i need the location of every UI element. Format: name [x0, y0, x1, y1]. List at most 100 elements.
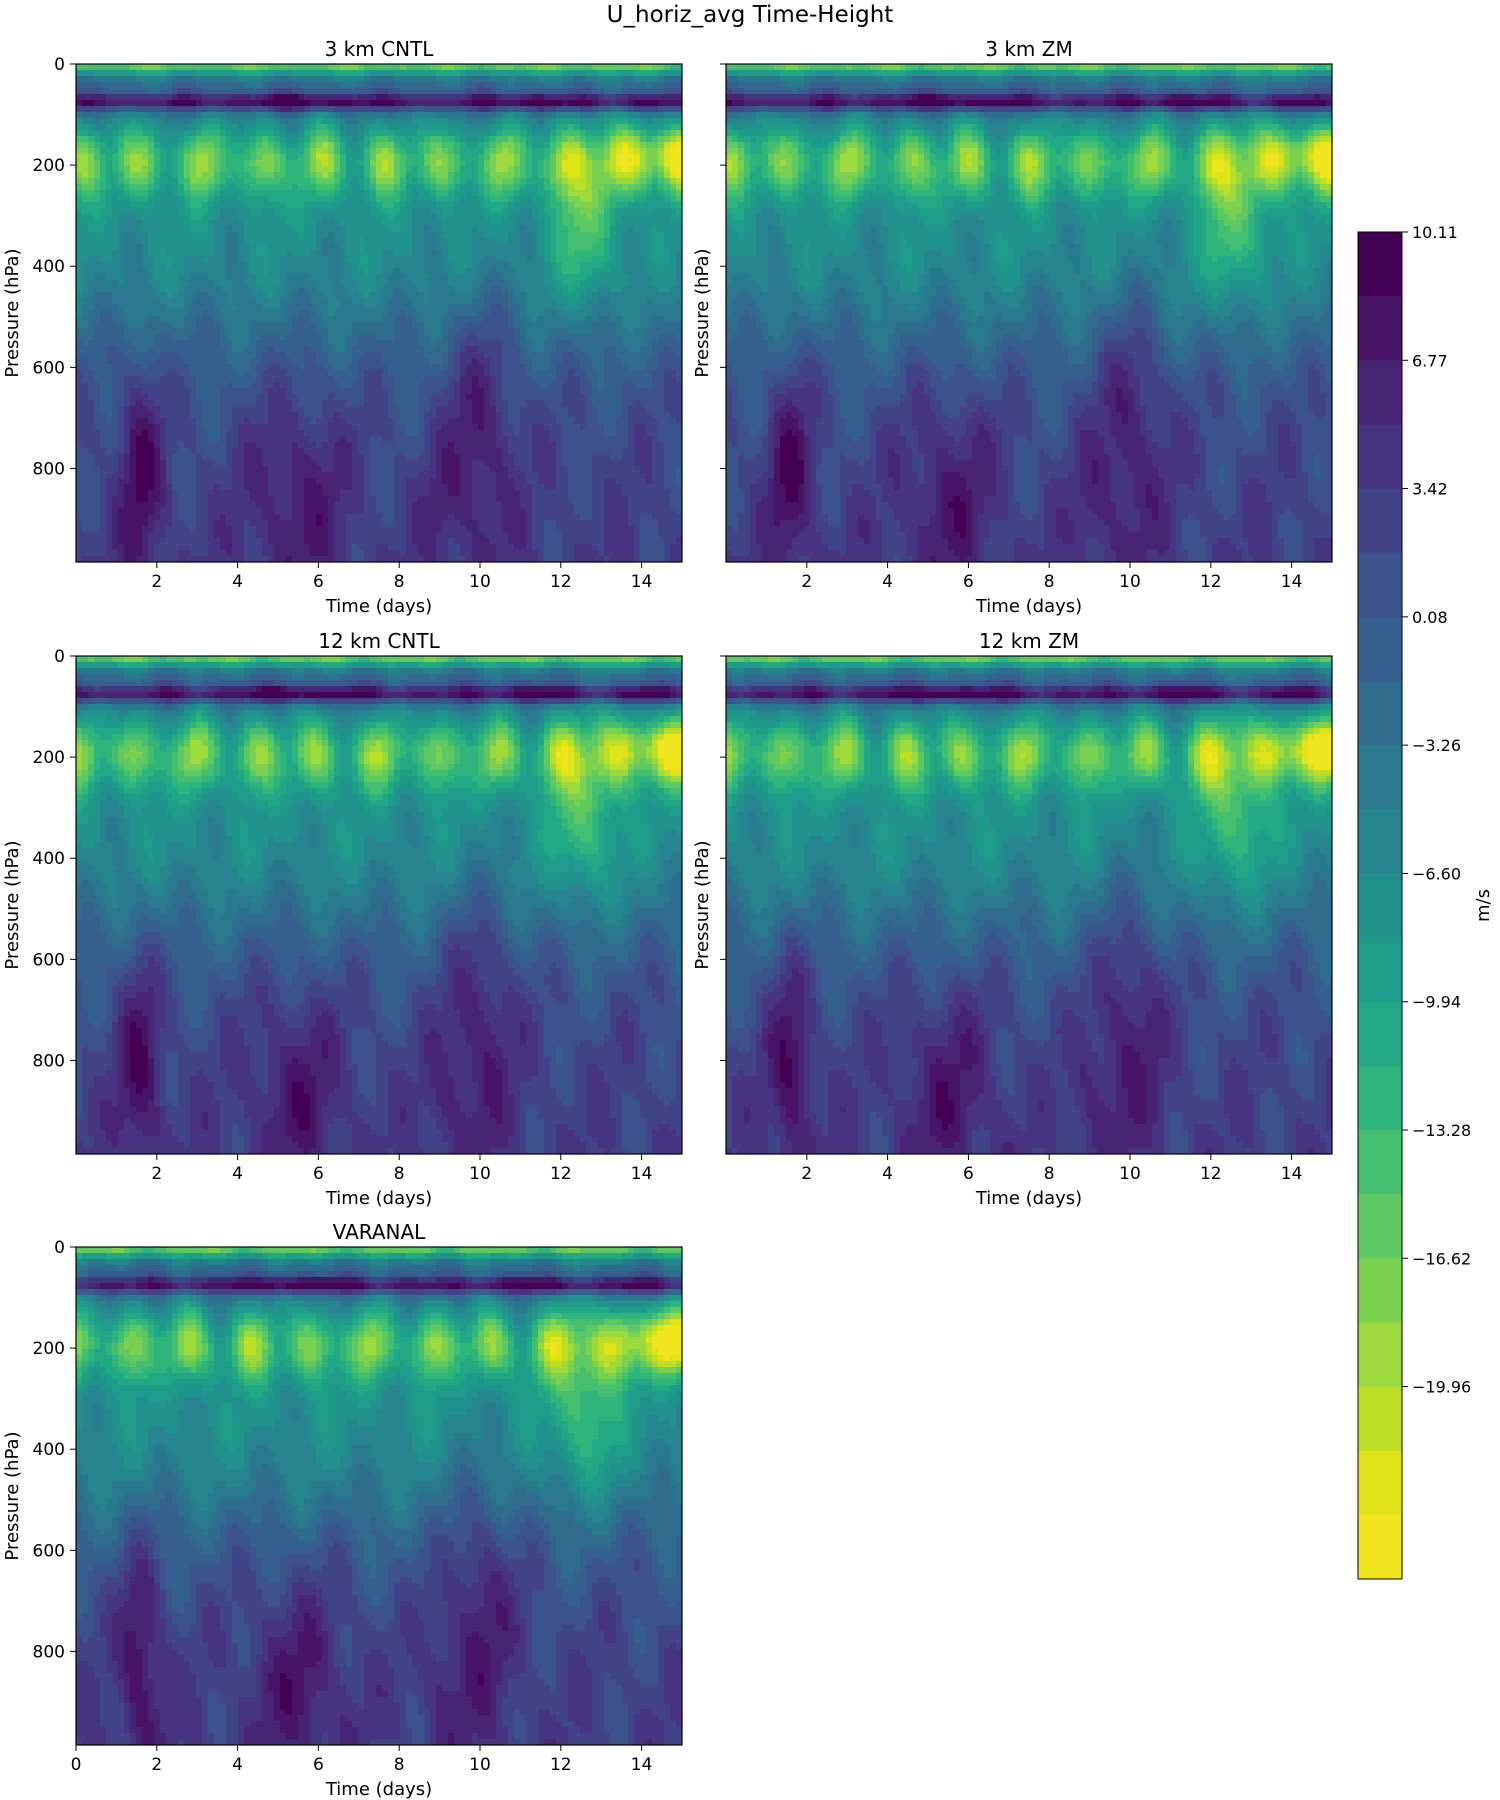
heatmap-cell [394, 274, 401, 281]
heatmap-cell [136, 232, 143, 239]
heatmap-cell [538, 106, 545, 113]
heatmap-cell [286, 292, 293, 299]
heatmap-cell [628, 142, 635, 149]
heatmap-cell [610, 238, 617, 245]
heatmap-cell [148, 154, 155, 161]
heatmap-cell [286, 298, 293, 305]
heatmap-cell [280, 310, 287, 317]
heatmap-cell [358, 76, 365, 83]
heatmap-cell [508, 346, 515, 353]
heatmap-cell [538, 322, 545, 329]
heatmap-cell [394, 172, 401, 179]
heatmap-cell [124, 136, 131, 143]
heatmap-cell [256, 160, 263, 167]
heatmap-cell [520, 136, 527, 143]
heatmap-cell [550, 274, 557, 281]
heatmap-cell [544, 202, 551, 209]
heatmap-cell [106, 88, 113, 95]
heatmap-cell [550, 196, 557, 203]
heatmap-cell [208, 184, 215, 191]
heatmap-cell [388, 346, 395, 353]
heatmap-cell [118, 328, 125, 335]
heatmap-cell [154, 106, 161, 113]
heatmap-cell [664, 196, 671, 203]
heatmap-cell [604, 124, 611, 131]
heatmap-cell [526, 262, 533, 269]
heatmap-cell [100, 190, 107, 197]
heatmap-cell [586, 316, 593, 323]
heatmap-cell [460, 70, 467, 77]
heatmap-cell [658, 244, 665, 251]
heatmap-cell [562, 88, 569, 95]
heatmap-cell [442, 328, 449, 335]
heatmap-cell [100, 148, 107, 155]
heatmap-cell [142, 124, 149, 131]
heatmap-cell [106, 280, 113, 287]
heatmap-cell [466, 244, 473, 251]
heatmap-cell [610, 316, 617, 323]
heatmap-cell [106, 274, 113, 281]
heatmap-cell [604, 292, 611, 299]
heatmap-cell [670, 304, 677, 311]
heatmap-cell [88, 172, 95, 179]
heatmap-cell [592, 106, 599, 113]
heatmap-cell [316, 106, 323, 113]
heatmap-cell [502, 106, 509, 113]
heatmap-cell [76, 142, 83, 149]
heatmap-cell [142, 64, 149, 71]
heatmap-cell [76, 94, 83, 101]
heatmap-cell [652, 328, 659, 335]
heatmap-cell [328, 112, 335, 119]
heatmap-cell [400, 112, 407, 119]
heatmap-cell [556, 256, 563, 263]
heatmap-cell [520, 166, 527, 173]
heatmap-cell [286, 106, 293, 113]
heatmap-cell [310, 268, 317, 275]
heatmap-cell [88, 286, 95, 293]
heatmap-cell [286, 352, 293, 359]
heatmap-cell [604, 274, 611, 281]
heatmap-cell [610, 136, 617, 143]
heatmap-cell [358, 178, 365, 185]
heatmap-cell [166, 346, 173, 353]
heatmap-cell [496, 82, 503, 89]
heatmap-cell [442, 154, 449, 161]
heatmap-cell [178, 220, 185, 227]
heatmap-cell [652, 250, 659, 257]
heatmap-cell [286, 70, 293, 77]
heatmap-cell [562, 352, 569, 359]
heatmap-cell [118, 166, 125, 173]
heatmap-cell [538, 112, 545, 119]
heatmap-cell [190, 316, 197, 323]
figure-title: U_horiz_avg Time-Height [607, 2, 894, 28]
heatmap-cell [76, 208, 83, 215]
heatmap-cell [520, 262, 527, 269]
heatmap-cell [544, 64, 551, 71]
heatmap-cell [544, 322, 551, 329]
heatmap-cell [598, 94, 605, 101]
heatmap-cell [412, 280, 419, 287]
heatmap-cell [472, 346, 479, 353]
heatmap-cell [532, 232, 539, 239]
heatmap-cell [394, 208, 401, 215]
heatmap-cell [322, 118, 329, 125]
heatmap-cell [604, 130, 611, 137]
heatmap-cell [514, 118, 521, 125]
heatmap-cell [298, 328, 305, 335]
heatmap-cell [388, 202, 395, 209]
heatmap-cell [478, 274, 485, 281]
heatmap-cell [598, 220, 605, 227]
heatmap-cell [286, 202, 293, 209]
heatmap-cell [160, 304, 167, 311]
heatmap-cell [412, 154, 419, 161]
heatmap-cell [610, 232, 617, 239]
heatmap-cell [202, 328, 209, 335]
heatmap-cell [562, 172, 569, 179]
heatmap-cell [256, 154, 263, 161]
heatmap-cell [496, 94, 503, 101]
heatmap-cell [262, 358, 269, 365]
heatmap-cell [436, 178, 443, 185]
heatmap-cell [490, 334, 497, 341]
heatmap-cell [160, 148, 167, 155]
heatmap-cell [676, 250, 682, 257]
